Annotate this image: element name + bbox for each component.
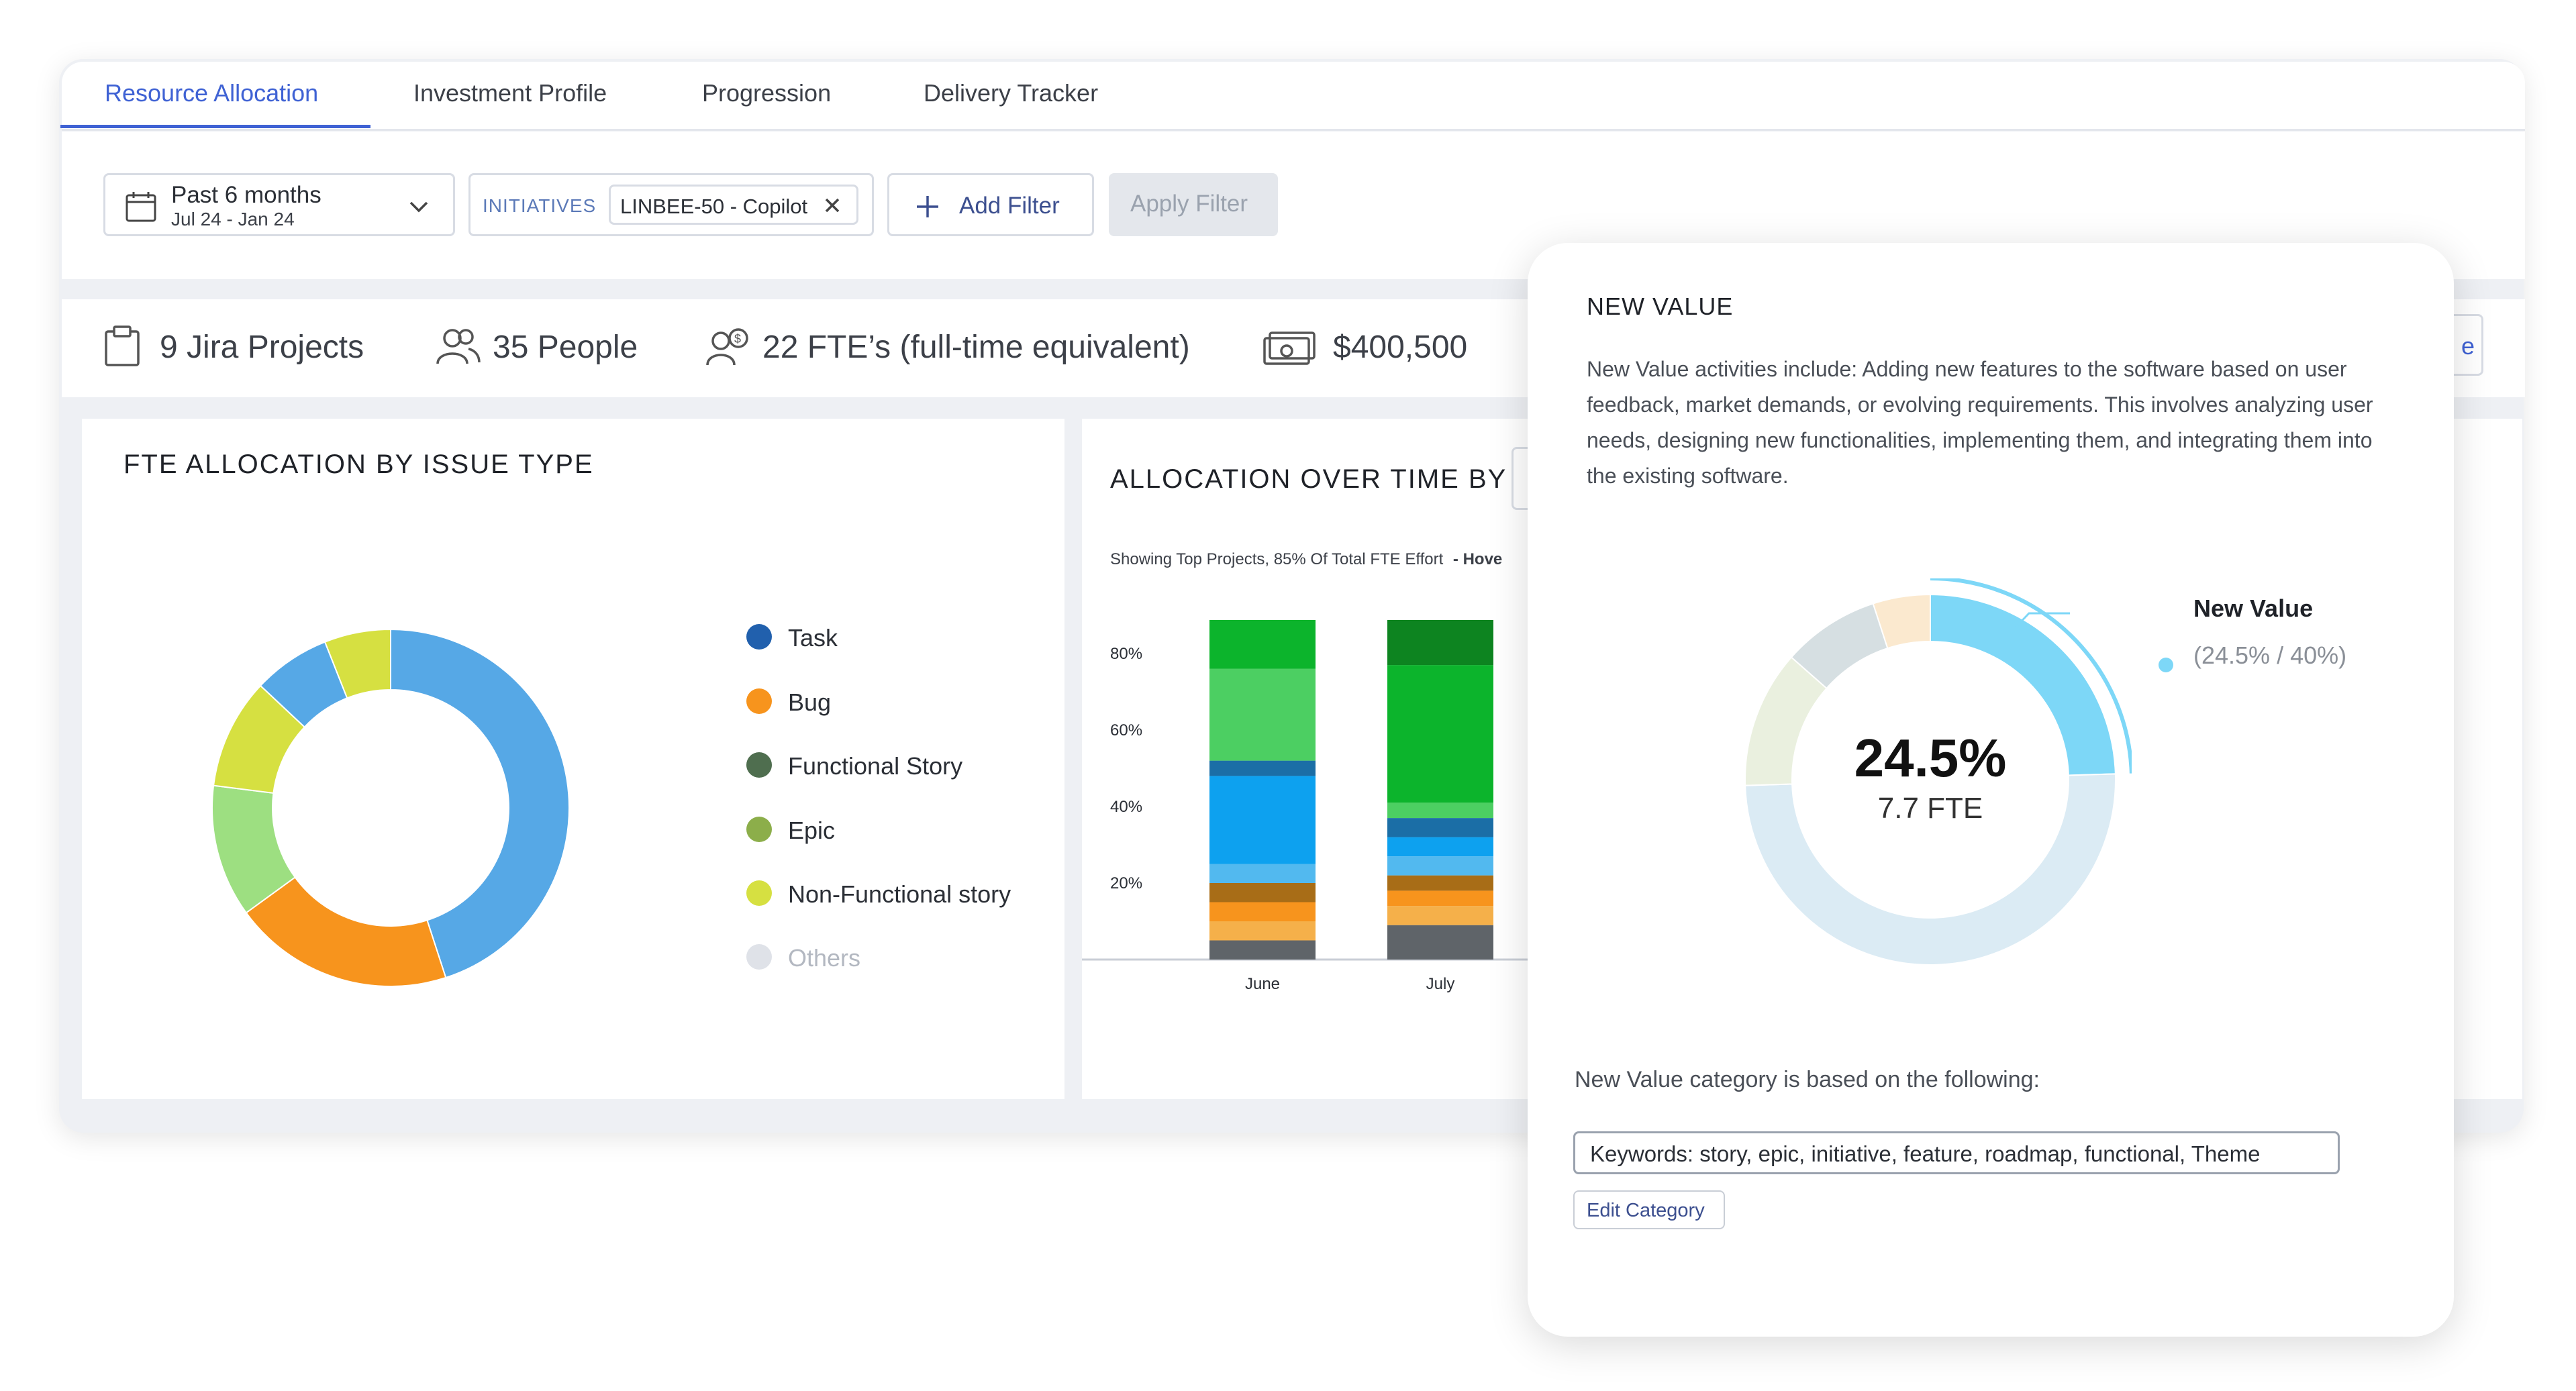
initiatives-label: INITIATIVES bbox=[483, 195, 597, 216]
edit-category-label: Edit Category bbox=[1587, 1200, 1705, 1221]
legend-label: Task bbox=[788, 624, 838, 652]
tab-resource-allocation[interactable]: Resource Allocation bbox=[105, 79, 319, 107]
new-value-slice-4[interactable] bbox=[1872, 593, 1931, 650]
filter-bar: Past 6 months Jul 24 - Jan 24 INITIATIVE… bbox=[62, 132, 2525, 279]
date-range-select[interactable]: Past 6 months Jul 24 - Jan 24 bbox=[103, 173, 455, 236]
money-icon bbox=[1263, 331, 1316, 365]
bar-segment-june-2[interactable] bbox=[1209, 902, 1316, 922]
bar-segment-june-8[interactable] bbox=[1209, 620, 1316, 669]
active-tab-indicator bbox=[60, 125, 370, 128]
fte-icon: $ bbox=[706, 328, 748, 366]
bar-segment-june-1[interactable] bbox=[1209, 921, 1316, 941]
plus-icon bbox=[917, 196, 938, 217]
y-tick-label: 60% bbox=[1110, 721, 1142, 739]
bar-segment-july-8[interactable] bbox=[1387, 665, 1493, 803]
callout-value: (24.5% / 40%) bbox=[2193, 641, 2347, 669]
bar-segment-june-4[interactable] bbox=[1209, 864, 1316, 884]
clipboard-icon bbox=[105, 325, 140, 366]
allocation-subtitle: Showing Top Projects, 85% Of Total FTE E… bbox=[1110, 550, 1502, 569]
donut-center-sub: 7.7 FTE bbox=[1877, 792, 1983, 825]
legend-dot bbox=[746, 752, 772, 778]
legend-label: Others bbox=[788, 944, 861, 972]
keywords-field[interactable]: Keywords: story, epic, initiative, featu… bbox=[1573, 1131, 2340, 1174]
new-value-slice-1[interactable] bbox=[1744, 773, 2116, 966]
issue-type-slice-0[interactable] bbox=[390, 628, 570, 979]
people-icon bbox=[436, 329, 481, 364]
initiatives-filter: INITIATIVES LINBEE-50 - Copilot bbox=[468, 173, 874, 236]
bar-segment-july-6[interactable] bbox=[1387, 818, 1493, 837]
legend-dot bbox=[746, 624, 772, 650]
date-range-label: Past 6 months bbox=[171, 182, 321, 208]
callout-line bbox=[2013, 612, 2070, 630]
bar-segment-june-5[interactable] bbox=[1209, 776, 1316, 864]
popup-description: New Value activities include: Adding new… bbox=[1587, 357, 2373, 488]
tab-progression[interactable]: Progression bbox=[702, 79, 832, 107]
new-value-highlight-arc bbox=[1930, 578, 2132, 774]
stat-cost: $400,500 bbox=[1333, 329, 1468, 365]
bar-segment-july-4[interactable] bbox=[1387, 856, 1493, 876]
callout-label: New Value bbox=[2193, 595, 2314, 622]
issue-type-donut bbox=[211, 628, 570, 987]
issue-type-slice-5[interactable] bbox=[324, 628, 391, 699]
calendar-icon bbox=[126, 192, 156, 222]
bar-segment-july-2[interactable] bbox=[1387, 890, 1493, 907]
stat-people: 35 People bbox=[493, 329, 638, 365]
new-value-popup: NEW VALUE New Value activities include: … bbox=[1528, 243, 2454, 1337]
x-tick-label: July bbox=[1426, 975, 1455, 993]
donut-center-value: 24.5% bbox=[1854, 728, 2007, 788]
initiative-chip[interactable]: LINBEE-50 - Copilot bbox=[609, 185, 858, 225]
apply-filter-label: Apply Filter bbox=[1130, 191, 1248, 217]
add-filter-button[interactable]: Add Filter bbox=[887, 173, 1094, 236]
apply-filter-button[interactable]: Apply Filter bbox=[1109, 173, 1278, 236]
legend-label: Non-Functional story bbox=[788, 880, 1011, 908]
tab-investment-profile[interactable]: Investment Profile bbox=[413, 79, 607, 107]
legend-dot bbox=[746, 688, 772, 714]
fte-panel-title: FTE ALLOCATION BY ISSUE TYPE bbox=[123, 450, 594, 479]
bar-segment-july-9[interactable] bbox=[1387, 620, 1493, 666]
fte-allocation-panel: FTE ALLOCATION BY ISSUE TYPE Task Bug Fu… bbox=[82, 419, 1064, 1099]
legend-dot bbox=[746, 944, 772, 970]
based-on-label: New Value category is based on the follo… bbox=[1575, 1067, 2040, 1092]
tab-bar: Resource Allocation Investment Profile P… bbox=[62, 62, 2525, 131]
legend-label: Epic bbox=[788, 817, 836, 844]
legend-dot bbox=[746, 817, 772, 842]
allocation-panel-title: ALLOCATION OVER TIME BY bbox=[1110, 464, 1507, 494]
y-tick-label: 20% bbox=[1110, 874, 1142, 892]
tab-delivery-tracker[interactable]: Delivery Tracker bbox=[924, 79, 1099, 107]
bar-segment-june-3[interactable] bbox=[1209, 883, 1316, 903]
add-filter-label: Add Filter bbox=[959, 193, 1060, 219]
stat-fte: 22 FTE’s (full-time equivalent) bbox=[762, 329, 1190, 365]
x-tick-label: June bbox=[1245, 975, 1280, 993]
issue-type-slice-1[interactable] bbox=[245, 876, 447, 987]
y-tick-label: 80% bbox=[1110, 645, 1142, 663]
chevron-down-icon bbox=[409, 201, 428, 213]
legend-dot bbox=[746, 880, 772, 906]
bar-segment-june-6[interactable] bbox=[1209, 760, 1316, 776]
bar-segment-july-1[interactable] bbox=[1387, 906, 1493, 925]
allocation-subtitle-text: Showing Top Projects, 85% Of Total FTE E… bbox=[1110, 550, 1444, 568]
svg-text:$: $ bbox=[734, 332, 741, 346]
bar-segment-july-7[interactable] bbox=[1387, 803, 1493, 819]
popup-title: NEW VALUE bbox=[1587, 293, 1734, 320]
callout-dot bbox=[2159, 658, 2173, 672]
initiative-chip-label: LINBEE-50 - Copilot bbox=[620, 195, 808, 218]
bar-segment-july-3[interactable] bbox=[1387, 875, 1493, 891]
new-value-donut bbox=[1744, 578, 2132, 966]
edit-category-button[interactable]: Edit Category bbox=[1573, 1190, 1725, 1229]
allocation-subtitle-hint: - Hove bbox=[1452, 550, 1503, 568]
bar-segment-july-5[interactable] bbox=[1387, 837, 1493, 857]
bar-segment-june-0[interactable] bbox=[1209, 940, 1316, 960]
bar-segment-july-0[interactable] bbox=[1387, 925, 1493, 960]
close-icon[interactable] bbox=[823, 196, 842, 215]
legend-label: Functional Story bbox=[788, 752, 963, 780]
keywords-text: Keywords: story, epic, initiative, featu… bbox=[1590, 1141, 2261, 1166]
partial-button-letter: e bbox=[2461, 332, 2475, 360]
legend-label: Bug bbox=[788, 688, 832, 716]
y-tick-label: 40% bbox=[1110, 798, 1142, 816]
bar-segment-june-7[interactable] bbox=[1209, 668, 1316, 761]
stat-jira-projects: 9 Jira Projects bbox=[160, 329, 364, 365]
date-range-sub: Jul 24 - Jan 24 bbox=[171, 209, 295, 229]
